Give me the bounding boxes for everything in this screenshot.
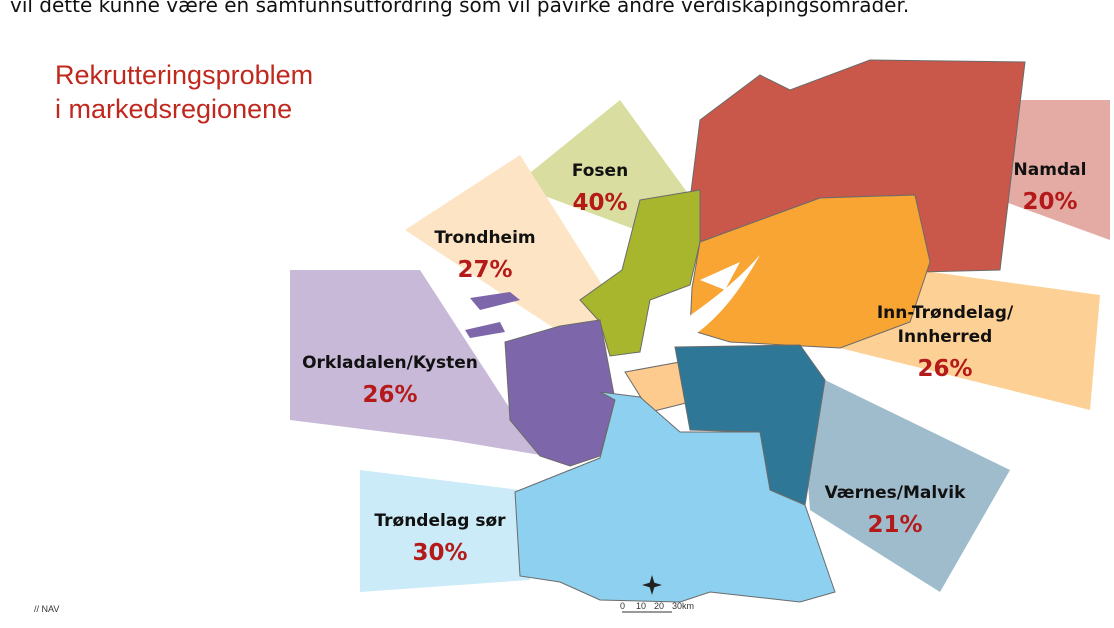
scale-label: 10 bbox=[636, 601, 646, 611]
region-value: 40% bbox=[572, 190, 627, 216]
compass bbox=[642, 575, 662, 595]
trondelag-sor-region bbox=[514, 391, 836, 603]
orkladalen-region bbox=[504, 319, 616, 467]
region-name: Orkladalen/Kysten bbox=[302, 353, 478, 373]
region-value: 30% bbox=[412, 540, 467, 566]
region-value: 26% bbox=[917, 356, 972, 382]
region-name: Namdal bbox=[1014, 160, 1087, 180]
region-name: Trøndelag sør bbox=[374, 511, 506, 531]
region-value: 20% bbox=[1022, 189, 1077, 215]
region-name: Inn-Trøndelag/ bbox=[877, 303, 1014, 323]
title-line: i markedsregionene bbox=[55, 94, 292, 124]
region-value: 21% bbox=[867, 512, 922, 538]
region-name: Fosen bbox=[572, 161, 628, 181]
region-value: 27% bbox=[457, 257, 512, 283]
inn-trondelag-region bbox=[689, 194, 931, 349]
varnes-callout bbox=[800, 380, 1010, 592]
fjord bbox=[640, 255, 760, 352]
scale-label: 30km bbox=[672, 601, 694, 611]
region-name: Værnes/Malvik bbox=[825, 483, 967, 503]
caption: vil dette kunne være en samfunnsutfordri… bbox=[10, 0, 909, 17]
region-name: Innherred bbox=[898, 327, 993, 347]
island bbox=[465, 322, 505, 338]
orkladalen-callout bbox=[290, 270, 540, 455]
scale-label: 20 bbox=[654, 601, 664, 611]
region-name: Trondheim bbox=[434, 228, 535, 248]
title-line: Rekrutteringsproblem bbox=[55, 60, 313, 90]
island bbox=[470, 292, 520, 310]
trondelag-sor-callout bbox=[360, 470, 530, 592]
scale-label: 0 bbox=[620, 601, 625, 611]
region-value: 26% bbox=[362, 382, 417, 408]
footer: // NAV bbox=[34, 604, 59, 614]
trondheim-callout bbox=[405, 155, 640, 352]
